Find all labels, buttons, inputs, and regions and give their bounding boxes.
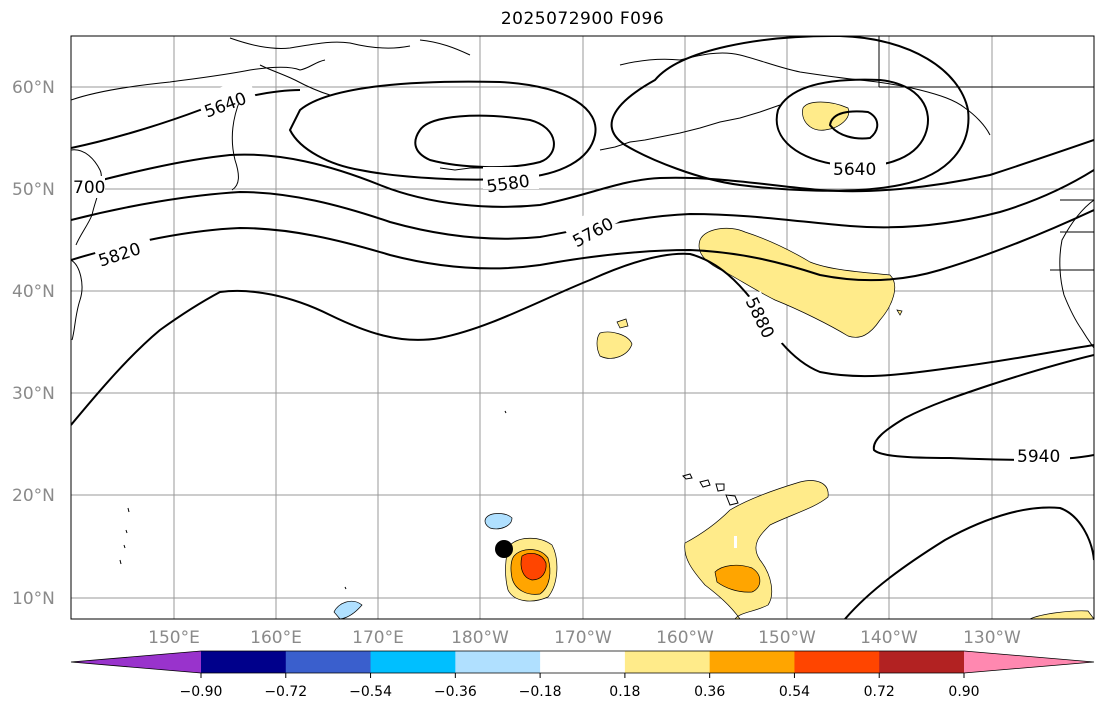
colorbar-tick-label: 0.90 — [948, 684, 979, 700]
colorbar-segment — [540, 651, 626, 673]
shade-red-south — [520, 553, 547, 581]
lat-label-50n: 50°N — [12, 180, 55, 200]
colorbar-tick-label: 0.36 — [694, 684, 725, 700]
shade-yellow-tiny — [616, 318, 629, 329]
lat-label-20n: 20°N — [12, 486, 55, 506]
contour-low-west-outer — [288, 80, 597, 181]
contour-5940-south — [844, 506, 1094, 619]
colorbar-segment — [285, 651, 372, 673]
longitude-labels: 150°E 160°E 170°E 180°W 170°W 160°W 150°… — [148, 628, 1021, 648]
shaded-fields — [333, 101, 1094, 619]
shade-blue-southwest — [333, 600, 363, 619]
contour-5820 — [71, 209, 1094, 282]
lat-label-30n: 30°N — [12, 384, 55, 404]
contour-label-700: 700 — [73, 178, 105, 198]
shade-yellow-gulf — [698, 227, 896, 338]
lon-label-140w: 140°W — [860, 628, 918, 648]
contour-low-east-inner — [828, 110, 879, 140]
aleutian-chain — [439, 104, 781, 171]
colorbar-tick-label: 0.54 — [779, 684, 810, 700]
shade-yellow-alaska — [802, 101, 850, 131]
contour-label-5640-east: 5640 — [833, 160, 876, 180]
colorbar-tick-label: 0.18 — [609, 684, 640, 700]
colorbar-tick-label: −0.72 — [264, 684, 307, 700]
contour-5700 — [71, 139, 1094, 208]
lon-label-150w: 150°W — [758, 628, 816, 648]
contour-label-5940: 5940 — [1017, 447, 1060, 467]
lon-label-160w: 160°W — [656, 628, 714, 648]
siberia-coast — [229, 37, 471, 56]
contour-low-east-mid — [775, 78, 929, 168]
map-frame — [70, 35, 1095, 620]
marshall-dots — [119, 410, 507, 590]
colorbar-segment — [879, 651, 965, 673]
lon-label-180w: 180°W — [451, 628, 509, 648]
shade-yellow-se-corner — [1029, 610, 1094, 619]
lon-label-170w: 170°W — [554, 628, 612, 648]
shade-orange-hawaii — [714, 564, 761, 593]
colorbar-segment — [455, 651, 541, 673]
shade-yellow-tiny2 — [896, 309, 903, 316]
colorbar-segment — [201, 651, 287, 673]
lat-label-10n: 10°N — [12, 589, 55, 609]
colorbar-segment — [794, 651, 880, 673]
map-title: 2025072900 F096 — [500, 9, 665, 29]
na-west-coast — [1059, 199, 1094, 349]
japan-coast — [71, 259, 83, 341]
latitude-labels: 60°N 50°N 40°N 30°N 20°N 10°N — [12, 78, 55, 609]
contour-5880 — [71, 252, 1094, 426]
colorbar-tick-label: −0.36 — [434, 684, 477, 700]
colorbar-segment — [624, 651, 711, 673]
height-contours — [71, 36, 1094, 619]
colorbar-tick-label: 0.72 — [864, 684, 895, 700]
lon-label-160e: 160°E — [250, 628, 302, 648]
colorbar-segment — [370, 651, 456, 673]
colorbar-tick-label: −0.90 — [180, 684, 223, 700]
hawaii-islands — [682, 473, 739, 506]
shade-blue-dot — [484, 513, 513, 530]
alaska-coast — [619, 52, 991, 136]
lon-label-170e: 170°E — [352, 628, 404, 648]
lon-label-130w: 130°W — [963, 628, 1021, 648]
graticule — [71, 36, 1094, 619]
contour-label-group: 5640 5580 5640 5760 5820 5880 5940 700 — [71, 77, 1070, 467]
colorbar-extend-low — [71, 651, 201, 673]
colorbar: −0.90 −0.72 −0.54 −0.36 −0.18 0.18 0.36 0.54 0.7… — [70, 650, 1095, 700]
lon-label-150e: 150°E — [148, 628, 200, 648]
shade-yellow-small — [596, 331, 633, 359]
colorbar-tick-label: −0.54 — [349, 684, 392, 700]
kamchatka-coast — [71, 59, 331, 246]
contour-5940 — [872, 354, 1094, 461]
contour-low-west-inner — [414, 114, 555, 169]
lat-label-60n: 60°N — [12, 78, 55, 98]
colorbar-segment — [709, 651, 795, 673]
colorbar-extend-high — [964, 651, 1094, 673]
colorbar-tick-label: −0.18 — [519, 684, 562, 700]
lat-label-40n: 40°N — [12, 282, 55, 302]
contour-5640-west — [71, 89, 301, 149]
storm-center-marker — [495, 540, 513, 558]
na-borders — [878, 36, 1094, 271]
